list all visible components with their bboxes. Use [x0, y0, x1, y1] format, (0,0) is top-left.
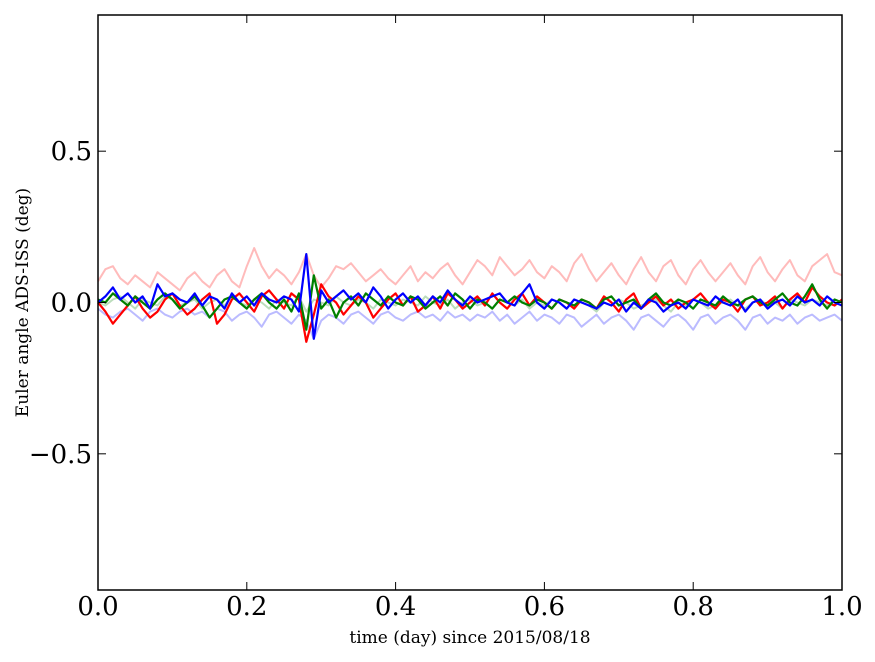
y-axis-label: Euler angle ADS-ISS (deg) [13, 188, 33, 417]
x-tick-label: 1.0 [821, 592, 862, 622]
series-line-1 [97, 247, 843, 292]
x-tick-label: 0.6 [524, 592, 565, 622]
series-line-6 [97, 253, 843, 340]
y-tick-label: −0.5 [29, 440, 92, 470]
series-layer [97, 247, 843, 343]
y-tick-label: 0.5 [51, 137, 92, 167]
x-tick-label: 0.0 [77, 592, 118, 622]
ticks-layer: 0.0 0.2 0.4 0.6 0.8 1.0 −0.5 0.0 0.5 [29, 15, 863, 622]
x-axis-label: time (day) since 2015/08/18 [349, 628, 590, 648]
x-tick-label: 0.4 [375, 592, 416, 622]
x-tick-label: 0.8 [673, 592, 714, 622]
series-line-2 [97, 307, 843, 340]
x-tick-label: 0.2 [226, 592, 267, 622]
series-line-4 [97, 283, 843, 343]
y-tick-label: 0.0 [51, 289, 92, 319]
series-line-5 [97, 274, 843, 331]
